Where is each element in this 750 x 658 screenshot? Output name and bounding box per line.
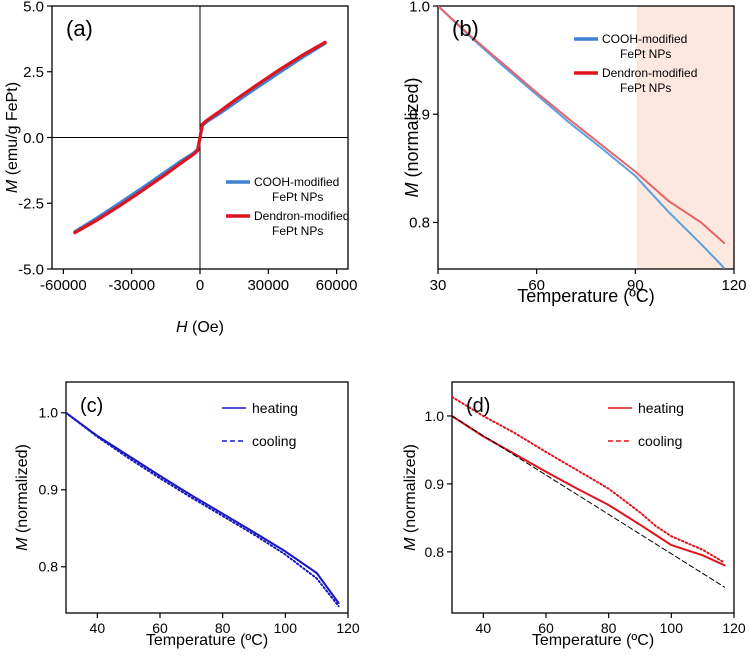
panel-label: (d) (466, 395, 490, 417)
legend: heating cooling (222, 400, 298, 449)
plot-frame (451, 381, 735, 614)
legend-label: heating (252, 400, 298, 416)
y-tick-label: 1.0 (425, 408, 445, 424)
y-axis-label: M (emu/g FePt) (4, 82, 21, 193)
x-axis-label-symbol: H (176, 319, 188, 336)
y-tick-label: 0.8 (39, 559, 59, 575)
panel-c: 40 60 80 100 120 0.8 0.9 1.0 (c) Temperature (ºC)… (14, 381, 360, 649)
y-axis-label-unit: (normalized) (402, 77, 422, 182)
y-tick-label: 0.9 (425, 476, 445, 492)
y-tick-label: 1.0 (39, 405, 59, 421)
x-tick-label: 40 (476, 620, 492, 636)
x-tick-label: 120 (722, 620, 746, 636)
x-tick-label: -30000 (108, 277, 155, 294)
y-tick-label: 2.5 (23, 64, 44, 81)
legend-label: FePt NPs (272, 224, 323, 238)
y-axis-label-unit: (normalized) (402, 444, 419, 537)
legend-label: FePt NPs (620, 81, 671, 95)
y-tick-label: 0.8 (409, 215, 430, 232)
series-line-cooh-modified-fept-nps (438, 6, 726, 269)
series-line-dendron-modified-fept-nps (438, 6, 726, 244)
panel-b: 30 60 90 120 0.8 0.9 1.0 (b) Temperature (ºC) M (… (402, 0, 747, 306)
x-tick-label: 90 (627, 277, 644, 294)
x-tick-label: 80 (215, 620, 231, 636)
x-axis-label: H (Oe) (176, 319, 224, 336)
series-line-dendron-modified-fept-nps (73, 40, 327, 235)
panel-label: (b) (452, 16, 479, 41)
x-tick-label: 60 (538, 620, 554, 636)
x-tick-label: 30000 (247, 277, 289, 294)
x-tick-label: 100 (660, 620, 684, 636)
x-tick-label: 60 (528, 277, 545, 294)
panel-label: (a) (66, 16, 93, 41)
y-axis-label-unit: (emu/g FePt) (4, 82, 21, 180)
y-axis-label-symbol: M (402, 537, 419, 551)
y-tick-label: 1.0 (409, 0, 430, 15)
series-line-heating (66, 411, 340, 604)
y-tick-label: -5.0 (18, 261, 44, 278)
y-tick-label: 0.8 (425, 544, 445, 560)
y-axis-label-symbol: M (14, 537, 31, 551)
series-line-linear-fit (452, 415, 726, 588)
y-tick-label: 0.9 (39, 482, 59, 498)
plot-frame (65, 381, 349, 614)
shaded-region (636, 6, 734, 269)
x-tick-label: 120 (336, 620, 360, 636)
x-tick-label: 80 (601, 620, 617, 636)
legend-label: cooling (252, 433, 296, 449)
series-line-cooling (66, 411, 340, 608)
x-tick-label: 40 (90, 620, 106, 636)
y-tick-label: 0.9 (409, 106, 430, 123)
y-tick-label: 0.0 (23, 130, 44, 147)
y-axis-label-symbol: M (4, 179, 21, 193)
x-tick-label: 30 (430, 277, 447, 294)
x-axis-label-unit: (Oe) (188, 319, 224, 336)
y-axis-label-symbol: M (402, 183, 422, 198)
legend-label: FePt NPs (272, 190, 323, 204)
x-tick-label: 60 (152, 620, 168, 636)
panel-a: -60000 -30000 0 30000 60000 -5.0 -2.5 0.0 2.5 5.0… (4, 0, 358, 336)
y-tick-label: 5.0 (23, 0, 44, 15)
legend-label: COOH-modified (254, 175, 339, 189)
legend-label: cooling (638, 433, 682, 449)
panel-d: 40 60 80 100 120 0.8 0.9 1.0 (d) Temperature (ºC)… (402, 381, 746, 649)
y-axis-label: M (normalized) (402, 444, 419, 551)
legend-label: COOH-modified (602, 32, 687, 46)
legend-label: Dendron-modified (602, 66, 697, 80)
x-tick-label: 120 (721, 277, 746, 294)
legend: heating cooling (608, 400, 684, 449)
series-line-heating (452, 415, 726, 567)
legend-label: Dendron-modified (254, 209, 349, 223)
y-axis-label: M (normalized) (402, 77, 422, 197)
x-axis-label: Temperature (ºC) (532, 632, 654, 649)
x-tick-label: 60000 (316, 277, 358, 294)
panel-label: (c) (80, 395, 103, 417)
y-tick-label: -2.5 (18, 196, 44, 213)
legend-label: heating (638, 400, 684, 416)
x-axis-label: Temperature (ºC) (517, 286, 655, 306)
y-axis-label: M (normalized) (14, 444, 31, 551)
x-tick-label: 100 (274, 620, 298, 636)
y-axis-label-unit: (normalized) (14, 444, 31, 537)
plot-frame (437, 5, 735, 270)
series-line-cooling (452, 395, 726, 564)
x-tick-label: -60000 (40, 277, 87, 294)
x-axis-label: Temperature (ºC) (146, 632, 268, 649)
x-tick-label: 0 (196, 277, 204, 294)
legend-label: FePt NPs (620, 47, 671, 61)
